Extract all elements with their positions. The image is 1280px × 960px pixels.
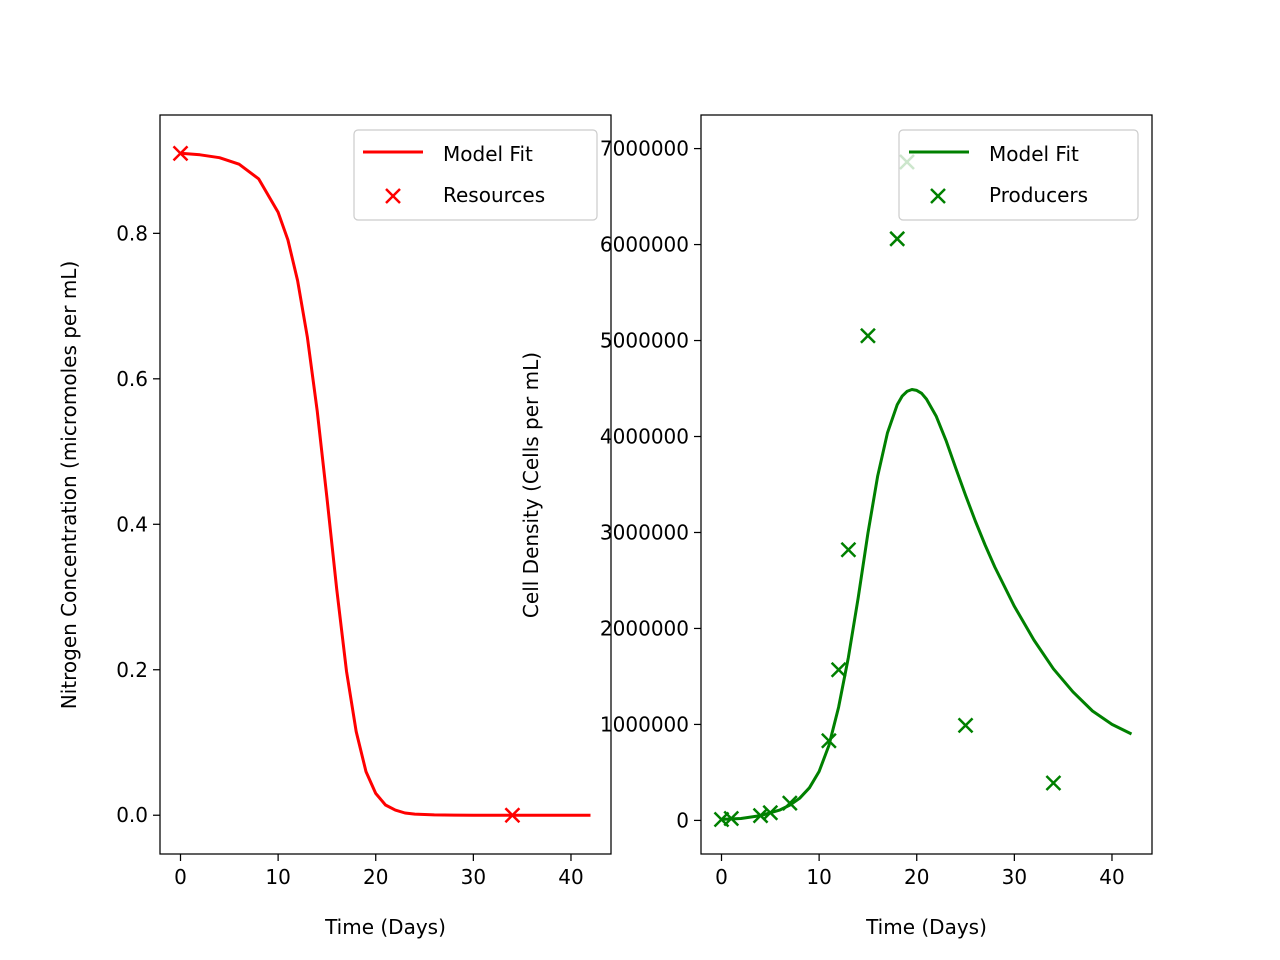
right-y-tick-label: 2000000	[600, 616, 689, 640]
right-y-axis-label: Cell Density (Cells per mL)	[519, 352, 543, 618]
left-y-ticks: 0.0 0.2 0.4 0.6 0.8	[116, 221, 160, 827]
right-y-tick-label: 1000000	[600, 712, 689, 736]
left-x-tick-label: 30	[461, 865, 486, 889]
left-y-tick-label: 0.8	[116, 221, 148, 245]
right-data-point-marker	[752, 807, 769, 824]
right-legend: Model Fit Producers	[898, 129, 1139, 221]
right-x-tick-label: 30	[1002, 865, 1027, 889]
right-data-point-marker	[762, 804, 779, 821]
right-y-tick-label: 6000000	[600, 233, 689, 257]
left-markers-layer	[172, 145, 521, 824]
right-x-tick-label: 20	[904, 865, 929, 889]
left-x-axis-label: Time (Days)	[324, 915, 446, 939]
left-x-tick-label: 10	[265, 865, 290, 889]
left-legend: Model Fit Resources	[353, 129, 598, 221]
right-legend-label-producers: Producers	[989, 183, 1088, 207]
left-lines-layer	[180, 151, 591, 817]
left-x-tick-label: 0	[174, 865, 187, 889]
right-x-axis-label: Time (Days)	[865, 915, 987, 939]
left-x-tick-label: 40	[558, 865, 583, 889]
right-data-point-marker	[860, 327, 876, 344]
right-y-tick-label: 0	[676, 808, 689, 832]
right-lines-layer	[721, 388, 1133, 821]
left-y-tick-label: 0.6	[116, 367, 148, 391]
right-y-ticks: 0 1000000 2000000 3000000 4000000 5000000 6000…	[600, 137, 701, 832]
left-axes-frame	[159, 114, 612, 855]
left-legend-x-swatch	[385, 188, 401, 204]
right-data-point-marker	[723, 810, 740, 827]
right-data-point-marker	[889, 230, 906, 247]
left-model-fit-line	[180, 151, 591, 817]
left-y-tick-label: 0.0	[116, 803, 148, 827]
left-y-tick-label: 0.4	[116, 512, 148, 536]
right-legend-x-swatch	[930, 188, 946, 204]
right-data-point-marker	[820, 732, 837, 749]
left-x-tick-label: 20	[363, 865, 388, 889]
right-y-tick-label: 7000000	[600, 137, 689, 161]
right-x-tick-label: 10	[806, 865, 831, 889]
right-x-tick-label: 40	[1099, 865, 1124, 889]
right-data-point-marker	[781, 795, 798, 812]
left-chart-panel: 0 10 20 30 40 0.0 0.2 0.4 0.6 0.8 Time (Days) Ni…	[57, 114, 612, 939]
right-y-tick-label: 3000000	[600, 520, 689, 544]
left-data-point-marker	[504, 807, 521, 824]
right-legend-label-model-fit: Model Fit	[989, 142, 1079, 166]
right-data-point-marker	[840, 541, 857, 558]
right-x-ticks: 0 10 20 30 40	[715, 854, 1125, 889]
left-legend-label-resources: Resources	[443, 183, 545, 207]
right-data-point-marker	[957, 717, 974, 734]
right-x-tick-label: 0	[715, 865, 728, 889]
left-x-ticks: 0 10 20 30 40	[174, 854, 584, 889]
left-y-axis-label: Nitrogen Concentration (micromoles per m…	[57, 261, 81, 709]
right-y-tick-label: 5000000	[600, 329, 689, 353]
right-y-tick-label: 4000000	[600, 425, 689, 449]
right-chart-panel: 0 10 20 30 40 0 1000000 2000000 3000000 4000000 5…	[519, 114, 1153, 939]
left-y-tick-label: 0.2	[116, 658, 148, 682]
left-data-point-marker	[172, 145, 189, 162]
right-axes-frame	[700, 114, 1153, 855]
right-data-point-marker	[830, 661, 847, 678]
right-model-fit-line	[721, 388, 1133, 821]
right-data-point-marker	[1045, 775, 1062, 791]
left-legend-label-model-fit: Model Fit	[443, 142, 533, 166]
